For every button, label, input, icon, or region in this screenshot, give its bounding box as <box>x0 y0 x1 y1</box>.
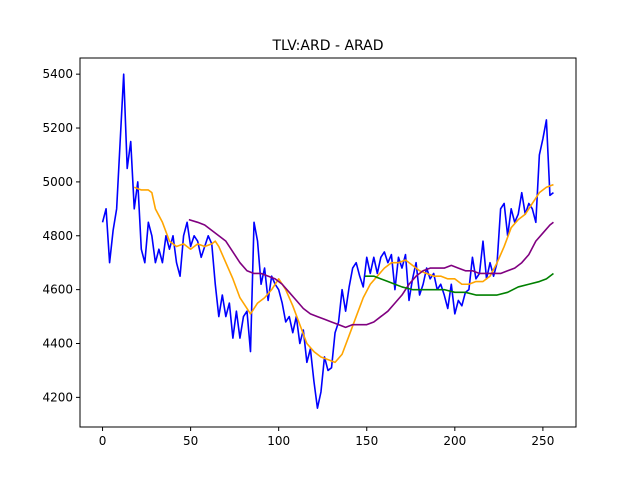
x-tick-label-1: 50 <box>183 434 198 448</box>
x-tick-label-5: 250 <box>531 434 554 448</box>
chart-title: TLV:ARD - ARAD <box>271 38 383 54</box>
series-line-4 <box>364 272 554 296</box>
plot-area <box>80 58 576 427</box>
series-line-3 <box>188 218 554 329</box>
series-line-1 <box>101 73 554 409</box>
y-tick-label-5: 5200 <box>42 121 73 135</box>
series-layer <box>101 73 554 409</box>
y-tick-label-4: 5000 <box>42 175 73 189</box>
axis-layer: 0 50 100 150 200 250 4200 4400 4600 4800 5000 5200 5… <box>42 67 554 448</box>
y-tick-label-3: 4800 <box>42 229 73 243</box>
series-line-2 <box>133 183 554 364</box>
x-tick-label-0: 0 <box>99 434 107 448</box>
x-tick-label-2: 100 <box>267 434 290 448</box>
y-tick-label-2: 4600 <box>42 283 73 297</box>
y-tick-label-0: 4200 <box>42 390 73 404</box>
x-tick-label-3: 150 <box>355 434 378 448</box>
y-tick-label-1: 4400 <box>42 337 73 351</box>
y-tick-label-6: 5400 <box>42 67 73 81</box>
x-tick-label-4: 200 <box>443 434 466 448</box>
plot-frame <box>79 57 577 428</box>
